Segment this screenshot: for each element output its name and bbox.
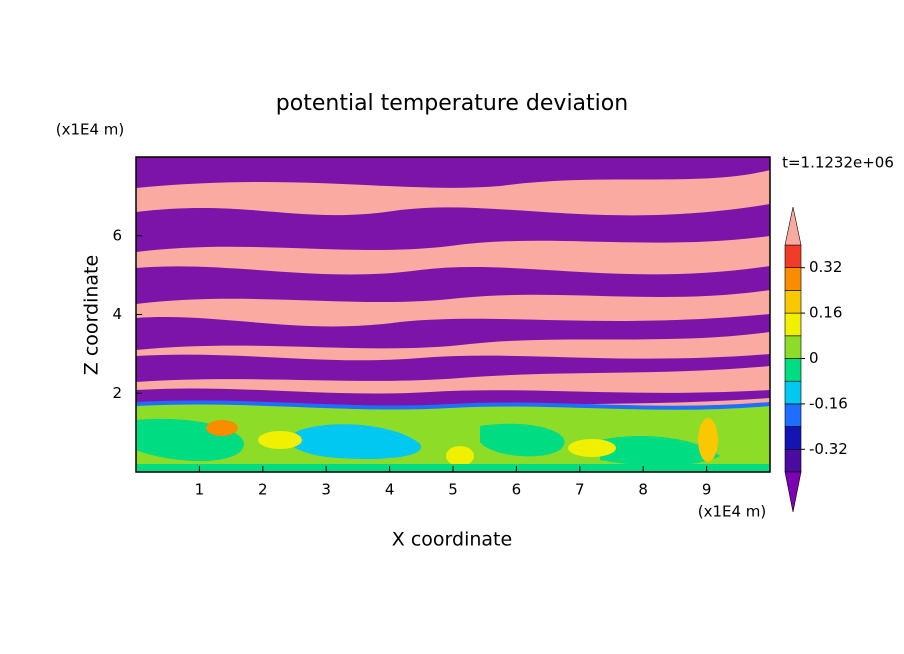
y-tick-label: 2: [112, 384, 122, 402]
x-tick-label: 2: [258, 481, 268, 499]
x-tick-label: 4: [385, 481, 395, 499]
x-tick-label: 3: [321, 481, 331, 499]
y-axis-label: Z coordinate: [81, 255, 103, 375]
colorbar-box: [784, 448, 802, 473]
chart-title: potential temperature deviation: [276, 91, 628, 116]
colorbar-box: [784, 312, 802, 337]
colorbar-tick-label: 0.16: [809, 304, 842, 322]
x-tick-label: 8: [638, 481, 648, 499]
contour-field: [135, 156, 771, 473]
x-axis-label: X coordinate: [392, 529, 512, 551]
x-tick-label: 6: [512, 481, 522, 499]
x-tick-label: 1: [195, 481, 205, 499]
colorbar-tick-label: 0.32: [809, 258, 842, 276]
colorbar-tick-label: -0.16: [809, 394, 848, 412]
colorbar-box: [784, 290, 802, 314]
colorbar-tick-label: -0.32: [809, 440, 848, 458]
colorbar-box: [784, 380, 802, 405]
colorbar-over: [784, 206, 802, 246]
colorbar-box: [784, 335, 802, 359]
x-unit: (x1E4 m): [698, 503, 767, 521]
y-tick-label: 4: [112, 305, 122, 323]
time-annotation: t=1.1232e+06: [782, 154, 894, 172]
colorbar-tick-label: 0: [809, 349, 819, 367]
colorbar-box: [784, 244, 802, 269]
field-edge: [135, 400, 771, 410]
x-tick-label: 7: [575, 481, 585, 499]
colorbar-box: [784, 426, 802, 450]
y-unit: (x1E4 m): [56, 121, 125, 139]
colorbar-under: [784, 471, 802, 513]
y-tick-label: 6: [112, 226, 122, 244]
colorbar-box: [784, 403, 802, 427]
x-tick-label: 5: [448, 481, 458, 499]
colorbar-box: [784, 358, 802, 382]
colorbar-box: [784, 267, 802, 291]
x-tick-label: 9: [702, 481, 712, 499]
